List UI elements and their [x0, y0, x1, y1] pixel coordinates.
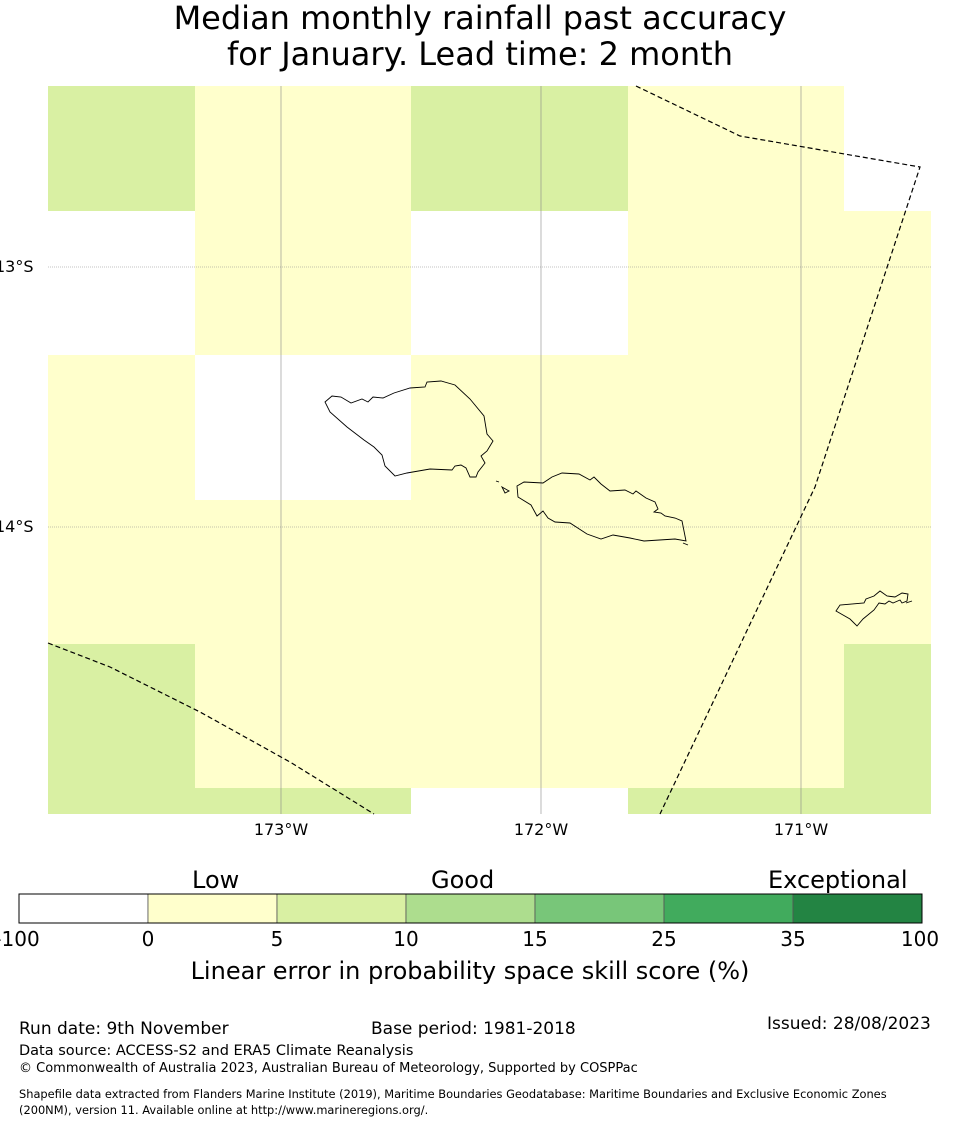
grid-cell: [195, 644, 844, 788]
grid-cell: [628, 788, 844, 814]
tutuila-island-outline: [835, 590, 909, 627]
colorbar-title: Linear error in probability space skill …: [190, 957, 750, 985]
lat-label-14s: 14°S: [0, 517, 34, 536]
title-line-1: Median monthly rainfall past accuracy: [173, 0, 787, 37]
lon-label-172w: 172°W: [513, 820, 569, 839]
colorbar-tick-label: -100: [0, 927, 40, 951]
colorbar-tick-label: 10: [393, 927, 419, 951]
savaii-island-outline: [324, 380, 494, 478]
upolu-island-outline: [516, 472, 687, 542]
colorbar-segment: [276, 893, 407, 924]
issued-date: Issued: 28/08/2023: [767, 1014, 931, 1034]
islet-outline: [500, 485, 510, 494]
base-period: Base period: 1981-2018: [371, 1019, 576, 1039]
copyright-notice: © Commonwealth of Australia 2023, Austra…: [19, 1061, 638, 1076]
category-label-low: Low: [192, 866, 240, 894]
grid-cell: [628, 211, 931, 355]
lat-label-13s: 13°S: [0, 257, 34, 276]
islet-outline: [682, 542, 689, 546]
eez-boundary-south: [47, 642, 375, 815]
grid-cell: [195, 86, 411, 211]
colorbar-tick-label: 25: [651, 927, 677, 951]
grid-cell: [48, 355, 195, 500]
coastlines: [324, 380, 913, 627]
grid-cell: [411, 86, 628, 211]
run-date: Run date: 9th November: [19, 1019, 229, 1039]
grid-cell: [411, 355, 931, 500]
grid-cell: [195, 788, 411, 814]
colorbar-tick-label: 5: [270, 927, 284, 951]
skill-grid: [48, 86, 931, 814]
colorbar-tick-label: 0: [141, 927, 155, 951]
lon-label-173w: 173°W: [253, 820, 309, 839]
colorbar-tick-label: 100: [900, 927, 940, 951]
category-label-exceptional: Exceptional: [768, 866, 908, 894]
shapefile-credit-line-2: (200NM), version 11. Available online at…: [19, 1103, 429, 1117]
maritime-boundaries: [47, 85, 921, 815]
colorbar-segment: [663, 893, 794, 924]
colorbar-segment: [147, 893, 278, 924]
colorbar-outline: [18, 893, 923, 924]
colorbar-segment: [534, 893, 665, 924]
colorbar-tick-label: 15: [522, 927, 548, 951]
islet-outline: [495, 480, 500, 483]
grid-cell: [48, 644, 195, 814]
grid-cell: [844, 644, 931, 814]
islet-outline: [905, 600, 913, 604]
grid-cell: [48, 500, 931, 644]
grid-cell: [628, 86, 844, 211]
colorbar-segment: [405, 893, 536, 924]
colorbar-segment: [18, 893, 149, 924]
grid-cell: [195, 211, 411, 355]
eez-boundary-east: [635, 85, 921, 815]
colorbar-tick-label: 35: [780, 927, 806, 951]
title-line-2: for January. Lead time: 2 month: [227, 35, 733, 73]
colorbar-segment: [792, 893, 923, 924]
graticule: [48, 86, 931, 814]
shapefile-credit-line-1: Shapefile data extracted from Flanders M…: [19, 1087, 887, 1101]
map-title: Median monthly rainfall past accuracy fo…: [0, 0, 960, 72]
grid-cell: [48, 86, 195, 211]
lon-label-171w: 171°W: [773, 820, 829, 839]
data-source: Data source: ACCESS-S2 and ERA5 Climate …: [19, 1043, 414, 1059]
category-label-good: Good: [431, 866, 495, 894]
colorbar: [18, 893, 923, 924]
